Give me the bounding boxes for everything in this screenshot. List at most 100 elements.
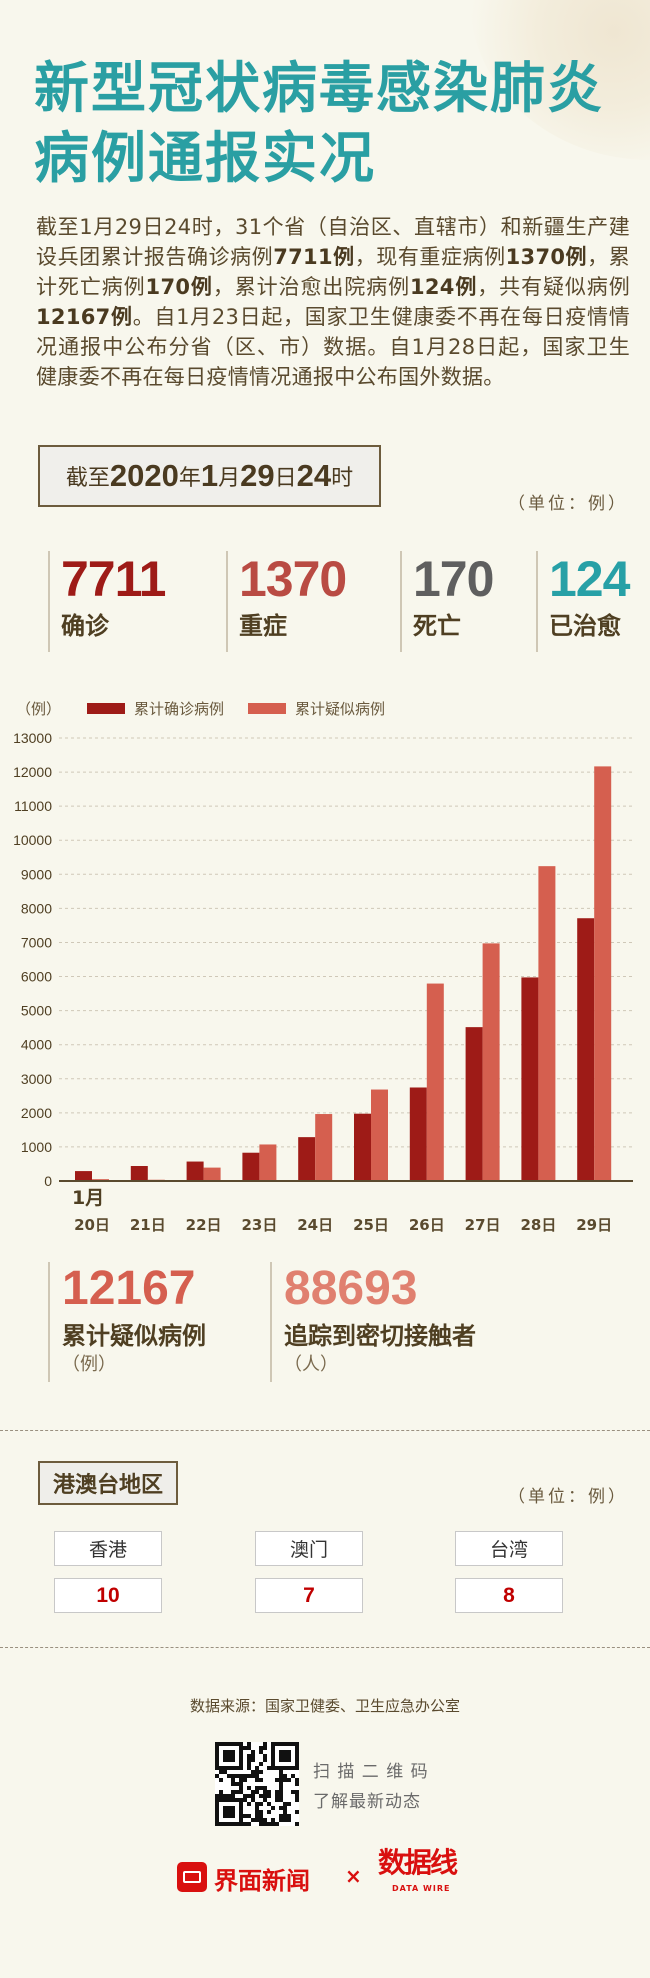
qr-module	[247, 1794, 251, 1798]
y-tick-label: 0	[44, 1173, 52, 1189]
bar-suspected	[315, 1114, 333, 1181]
qr-module	[239, 1818, 243, 1822]
qr-module	[231, 1766, 235, 1770]
qr-module	[231, 1758, 235, 1762]
qr-module	[279, 1794, 283, 1798]
qr-module	[223, 1794, 227, 1798]
qr-module	[239, 1806, 243, 1810]
qr-module	[267, 1822, 271, 1826]
qr-module	[215, 1758, 219, 1762]
y-tick-label: 11000	[14, 798, 52, 814]
qr-module	[247, 1746, 251, 1750]
data-source: 数据来源：国家卫健委、卫生应急办公室	[189, 1697, 460, 1715]
qr-module	[283, 1754, 287, 1758]
qr-module	[295, 1810, 299, 1814]
qr-module	[239, 1802, 243, 1806]
qr-module	[247, 1766, 251, 1770]
qr-module	[283, 1806, 287, 1810]
qr-module	[239, 1766, 243, 1770]
qr-module	[251, 1758, 255, 1762]
qr-module	[231, 1822, 235, 1826]
region-value-macau: 7	[255, 1578, 363, 1613]
y-axis-unit: （例）	[16, 700, 62, 718]
brand-jiemian: 界面新闻	[214, 1867, 310, 1895]
qr-module	[219, 1798, 223, 1802]
qr-module	[267, 1766, 271, 1770]
qr-module	[231, 1754, 235, 1758]
page-title-line1: 新型冠状病毒感染肺炎	[34, 56, 605, 120]
qr-module	[263, 1794, 267, 1798]
regions-title: 港澳台地区	[38, 1461, 178, 1505]
qr-module	[279, 1798, 283, 1802]
y-tick-label: 12000	[13, 764, 52, 780]
qr-module	[275, 1742, 279, 1746]
qr-module	[239, 1750, 243, 1754]
qr-module	[283, 1778, 287, 1782]
bar-suspected	[426, 983, 444, 1181]
qr-module	[239, 1758, 243, 1762]
qr-module	[263, 1818, 267, 1822]
stat-confirmed: 7711 确诊	[48, 551, 166, 652]
y-tick-label: 8000	[21, 900, 52, 916]
stat-value: 7711	[61, 551, 166, 607]
qr-module	[239, 1742, 243, 1746]
stat-label: 确诊	[61, 612, 109, 640]
qr-module	[251, 1770, 255, 1774]
qr-module	[223, 1822, 227, 1826]
qr-module	[227, 1742, 231, 1746]
qr-module	[231, 1794, 235, 1798]
qr-module	[271, 1758, 275, 1762]
qr-code[interactable]	[215, 1742, 299, 1826]
qr-module	[251, 1818, 255, 1822]
qr-module	[275, 1778, 279, 1782]
qr-module	[271, 1746, 275, 1750]
qr-module	[295, 1822, 299, 1826]
qr-module	[283, 1810, 287, 1814]
stat-unit: （人）	[284, 1354, 338, 1375]
qr-module	[223, 1758, 227, 1762]
as-of-month: 1	[200, 458, 219, 493]
qr-module	[255, 1790, 259, 1794]
qr-module	[267, 1790, 271, 1794]
qr-module	[259, 1770, 263, 1774]
bar-suspected	[203, 1167, 221, 1181]
qr-module	[271, 1806, 275, 1810]
bar-confirmed	[298, 1137, 316, 1181]
qr-module	[291, 1790, 295, 1794]
qr-module	[279, 1782, 283, 1786]
qr-module	[287, 1814, 291, 1818]
qr-module	[227, 1822, 231, 1826]
intro-severe: 1370例	[505, 245, 588, 269]
qr-module	[259, 1746, 263, 1750]
qr-module	[295, 1754, 299, 1758]
bar-suspected	[538, 866, 556, 1181]
section-divider	[0, 1430, 650, 1431]
qr-module	[243, 1798, 247, 1802]
qr-module	[235, 1822, 239, 1826]
qr-module	[235, 1774, 239, 1778]
qr-module	[215, 1754, 219, 1758]
qr-module	[239, 1798, 243, 1802]
x-tick-label: 20日	[74, 1216, 110, 1234]
qr-module	[283, 1814, 287, 1818]
qr-module	[219, 1766, 223, 1770]
qr-module	[215, 1794, 219, 1798]
qr-module	[223, 1814, 227, 1818]
qr-module	[243, 1794, 247, 1798]
qr-module	[215, 1774, 219, 1778]
qr-module	[279, 1814, 283, 1818]
as-of-unit: 月	[218, 465, 241, 490]
brand-datawire-logo: 数据线	[378, 1846, 458, 1879]
region-value-hongkong: 10	[54, 1578, 162, 1613]
qr-module	[239, 1810, 243, 1814]
bar-confirmed	[242, 1152, 260, 1181]
intro-text: ，共有疑似病例	[477, 275, 630, 299]
bar-confirmed	[75, 1171, 92, 1181]
qr-module	[295, 1742, 299, 1746]
qr-module	[259, 1818, 263, 1822]
qr-module	[263, 1758, 267, 1762]
qr-module	[263, 1742, 267, 1746]
qr-module	[295, 1762, 299, 1766]
qr-module	[215, 1822, 219, 1826]
qr-module	[215, 1750, 219, 1754]
